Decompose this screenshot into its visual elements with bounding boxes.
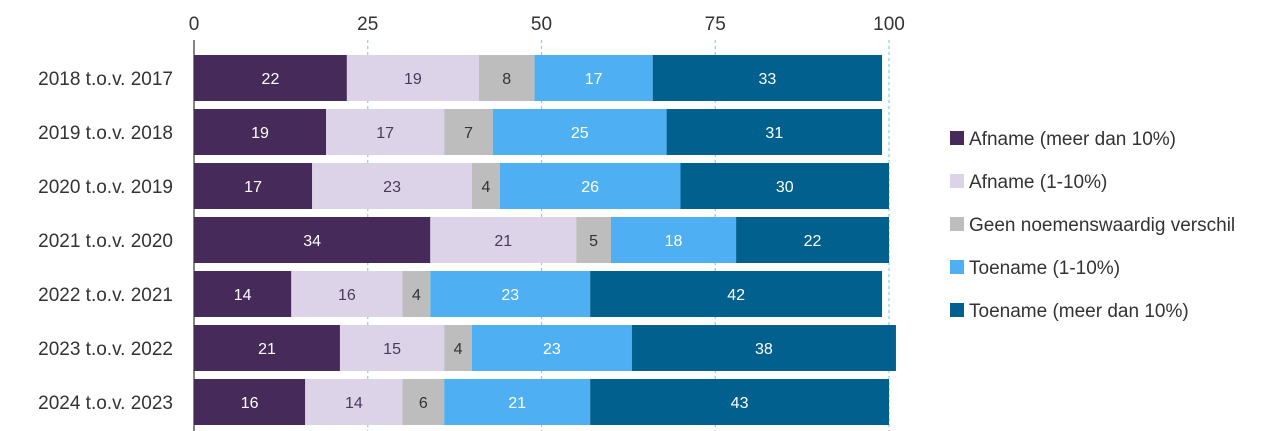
bar-segment [611, 217, 737, 263]
bar-value-label: 22 [262, 71, 280, 88]
bar-segment [430, 217, 577, 263]
legend-swatch [950, 260, 964, 274]
x-axis-ticks: 0 25 50 75 100 [189, 14, 905, 35]
bar-value-label: 23 [501, 287, 519, 304]
bar-segment [305, 379, 403, 425]
x-tick-label: 25 [357, 14, 378, 35]
bar-segment [194, 55, 347, 101]
bar-value-label: 22 [804, 233, 822, 250]
legend-label: Afname (meer dan 10%) [969, 129, 1176, 150]
bar-segment [576, 217, 611, 263]
category-label: 2024 t.o.v. 2023 [38, 393, 173, 414]
bar-value-label: 23 [543, 341, 561, 358]
category-label: 2020 t.o.v. 2019 [38, 177, 173, 198]
bar-segment [652, 55, 883, 101]
legend-swatch [950, 131, 964, 145]
bar-segment [326, 109, 445, 155]
bar-segment [590, 379, 889, 425]
bar-value-label: 42 [727, 287, 745, 304]
bar-segment [430, 271, 591, 317]
bar-segment [312, 163, 472, 209]
bar-value-label: 18 [665, 233, 683, 250]
bar-value-label: 31 [765, 125, 783, 142]
bar-segment [444, 325, 472, 371]
bar-value-label: 7 [464, 125, 473, 142]
bar-value-label: 19 [404, 71, 422, 88]
bar-segment [346, 55, 479, 101]
legend-label: Toename (meer dan 10%) [969, 301, 1189, 322]
bar-value-label: 4 [412, 287, 421, 304]
bar-value-label: 21 [494, 233, 512, 250]
x-tick-label: 0 [189, 14, 200, 35]
bar-value-label: 15 [383, 341, 401, 358]
bar-segment [339, 325, 445, 371]
bar-segment [194, 163, 313, 209]
bar-value-label: 21 [508, 395, 526, 412]
legend-swatch [950, 303, 964, 317]
bar-value-label: 38 [755, 341, 773, 358]
x-tick-label: 75 [705, 14, 726, 35]
x-tick-label: 100 [873, 14, 905, 35]
bar-value-label: 17 [244, 179, 262, 196]
bar-value-label: 17 [585, 71, 603, 88]
bar-segment [194, 379, 306, 425]
bar-segment [444, 379, 591, 425]
category-label: 2023 t.o.v. 2022 [38, 339, 173, 360]
legend-swatch [950, 174, 964, 188]
bar-segment [680, 163, 889, 209]
category-label: 2022 t.o.v. 2021 [38, 285, 173, 306]
bar-segment [402, 379, 445, 425]
bar-segment [194, 217, 431, 263]
category-label: 2019 t.o.v. 2018 [38, 123, 173, 144]
bar-segment [194, 271, 292, 317]
bar-segment [666, 109, 883, 155]
legend-label: Afname (1-10%) [969, 172, 1107, 193]
bar-value-label: 14 [345, 395, 363, 412]
legend-label: Toename (1-10%) [969, 258, 1120, 279]
bar-value-label: 21 [258, 341, 276, 358]
bar-value-label: 6 [419, 395, 428, 412]
legend-label: Geen noemenswaardig verschil [969, 215, 1235, 236]
bar-segment [534, 55, 653, 101]
bar-value-label: 16 [338, 287, 356, 304]
bar-value-label: 19 [251, 125, 269, 142]
bar-segment [631, 325, 896, 371]
category-label: 2021 t.o.v. 2020 [38, 231, 173, 252]
bar-value-label: 23 [383, 179, 401, 196]
bar-value-label: 30 [776, 179, 794, 196]
bar-segment [472, 163, 500, 209]
bar-segment [478, 55, 535, 101]
bar-value-label: 14 [234, 287, 252, 304]
bar-segment [194, 325, 340, 371]
bar-segment [499, 163, 681, 209]
bar-value-label: 4 [454, 341, 463, 358]
bar-segment [291, 271, 403, 317]
x-tick-label: 50 [531, 14, 552, 35]
bar-segment [492, 109, 667, 155]
bar-segment [444, 109, 493, 155]
legend-swatch [950, 217, 964, 231]
bar-segment [472, 325, 632, 371]
bar-value-label: 17 [376, 125, 394, 142]
bar-segment [590, 271, 883, 317]
category-label: 2018 t.o.v. 2017 [38, 69, 173, 90]
bar-value-label: 8 [502, 71, 511, 88]
legend: Afname (meer dan 10%) Afname (1-10%) Geen … [950, 129, 1235, 322]
bar-value-label: 34 [303, 233, 321, 250]
bar-value-label: 43 [731, 395, 749, 412]
y-axis-categories: 2018 t.o.v. 2017 2019 t.o.v. 2018 2020 t.o… [38, 69, 173, 414]
bar-value-label: 16 [241, 395, 259, 412]
bar-value-label: 25 [571, 125, 589, 142]
bar-segment [736, 217, 889, 263]
bar-value-label: 4 [481, 179, 490, 196]
bar-value-label: 5 [589, 233, 598, 250]
bar-segment [402, 271, 431, 317]
bar-segment [194, 109, 327, 155]
bar-value-label: 26 [581, 179, 599, 196]
bar-value-label: 33 [758, 71, 776, 88]
